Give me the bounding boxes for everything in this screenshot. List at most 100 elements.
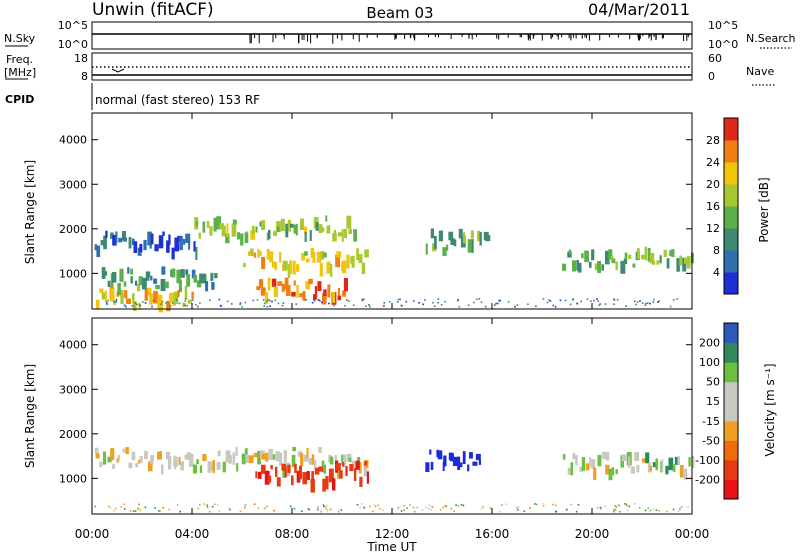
echo-cell [185,269,189,276]
noise-cell [641,302,644,304]
echo-cell [141,277,147,290]
echo-cell [245,454,249,463]
noise-cell [253,503,256,505]
colorbar-tick-label: 24 [706,156,720,169]
noise-cell [369,505,371,508]
noise-cell [168,508,170,511]
echo-cell [470,230,474,239]
echo-cell [232,219,237,225]
echo-cell [358,462,362,474]
noise-cell [277,302,280,305]
echo-cell [361,262,366,275]
echo-cell [459,462,463,468]
noise-cell [136,303,138,306]
echo-cell [334,454,337,465]
noise-cell [346,299,348,301]
noise-cell [137,507,140,510]
noise-cell [430,508,433,511]
echo-cell [287,264,291,278]
noise-cell [226,300,229,303]
noise-cell [368,303,370,306]
echo-cell [450,238,455,245]
noise-cell [580,300,582,303]
noise-cell [403,509,405,511]
noise-cell [169,305,172,307]
colorbar-bin [724,362,738,383]
colorbar-bin [724,420,738,441]
colorbar-bin [724,272,738,295]
noise-cell [137,507,139,510]
echo-cell [624,252,628,260]
echo-cell [337,288,340,296]
echo-cell [457,456,461,470]
echo-cell [112,272,117,283]
echo-cell [279,251,282,263]
echo-cell [199,465,203,473]
noise-cell [505,503,508,505]
echo-cell [280,218,285,231]
noise-cell [383,302,386,304]
noise-cell [481,507,483,510]
echo-cell [250,230,255,240]
colorbar-tick-label: 4 [713,266,720,279]
noise-cell [414,510,416,513]
echo-cell [273,286,278,298]
echo-cell [123,237,127,242]
noise-cell [554,504,557,506]
noise-cell [590,300,592,302]
echo-cell [634,452,640,461]
noise-cell [271,300,273,303]
noise-cell [356,504,359,506]
noise-cell [450,507,453,510]
noise-cell [680,506,683,508]
noise-cell [613,510,615,513]
echo-cell [122,231,126,241]
echo-cell [325,215,328,222]
noise-cell [649,302,651,305]
noise-cell [228,507,230,510]
echo-cell [425,243,428,255]
echo-cell [177,290,180,298]
noise-cell [131,305,134,307]
echo-cell [322,227,325,232]
noise-cell [507,301,510,303]
echo-cell [471,239,474,253]
echo-cell [316,251,322,263]
echo-cell [364,249,369,258]
noise-cell [138,503,140,506]
noise-cell [206,504,209,507]
echo-cell [174,455,177,470]
noise-cell [113,301,115,303]
echo-cell [299,465,302,480]
noise-cell [160,303,162,305]
echo-cell [602,451,607,459]
time-axis-label: Time UT [366,540,417,554]
echo-cell [676,258,680,272]
power-axes: 1000 2000 3000 4000 [59,113,693,309]
echo-cell [672,464,676,472]
echo-cell [162,231,165,236]
echo-cell [290,223,294,228]
echo-cell [649,465,653,472]
echo-cell [144,288,148,301]
noise-cell [244,301,247,304]
noise-cell [625,503,627,506]
echo-cell [567,467,573,475]
noise-cell [295,303,297,305]
echo-cell [682,257,687,272]
colorbar-bin [724,250,738,273]
echo-cell [299,293,304,298]
y-tick-label: 3000 [59,178,87,191]
echo-cell [312,252,316,263]
noise-cell [596,298,598,300]
noise-cell [229,508,231,511]
echo-cell [166,240,170,253]
echo-cell [442,247,447,256]
noise-cell [614,505,616,507]
echo-cell [314,286,318,299]
noise-cell [615,506,618,508]
echo-cell [243,262,246,268]
echo-cell [302,472,308,485]
noise-cell [211,506,214,508]
noise-cell [263,302,266,305]
